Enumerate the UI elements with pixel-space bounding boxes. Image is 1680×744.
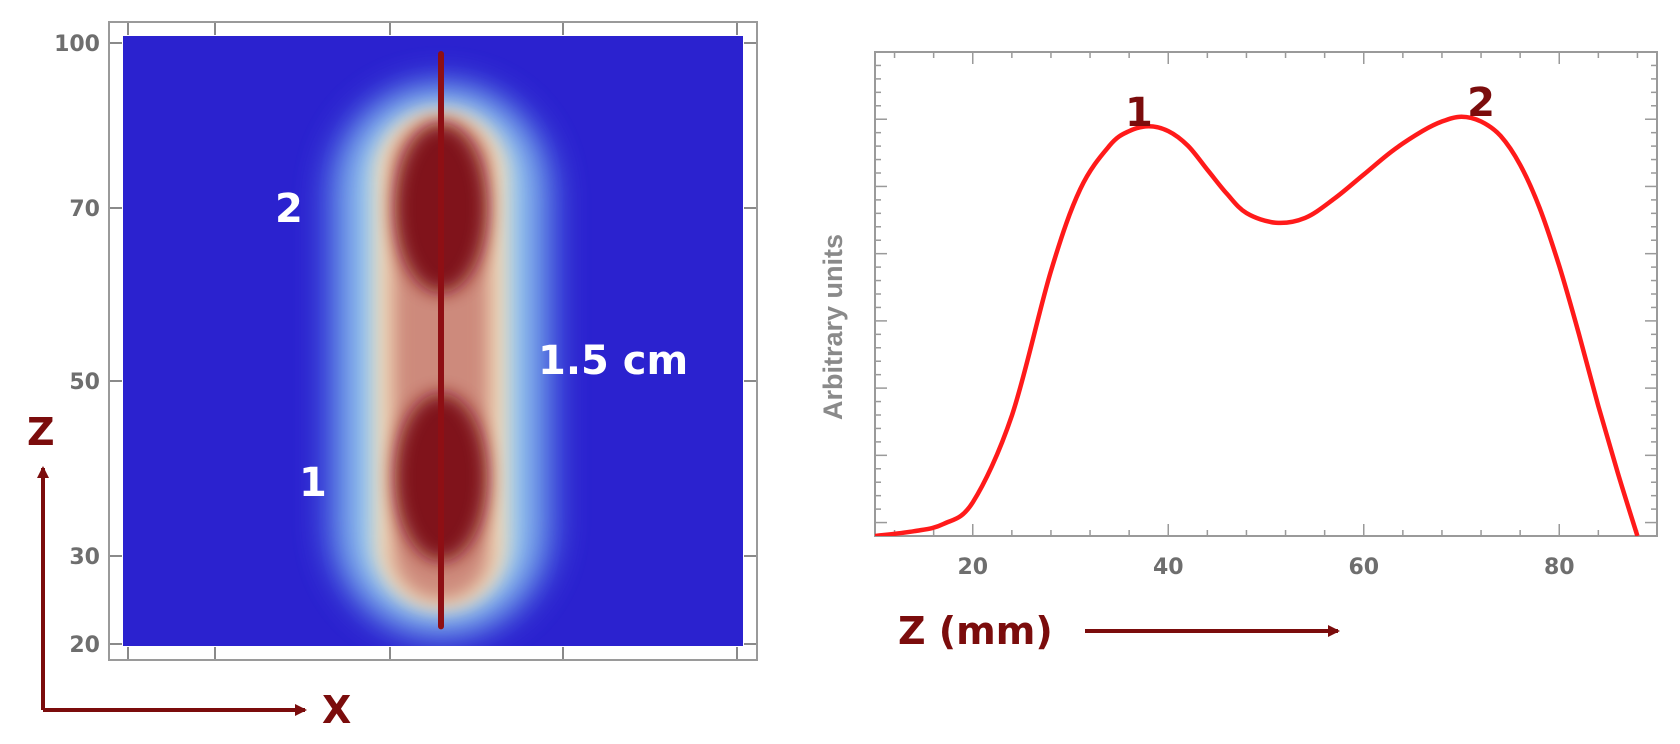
x-axis-label-zmm: Z (mm) bbox=[898, 609, 1053, 653]
peak-label-1: 1 bbox=[1125, 90, 1153, 136]
heatmap-y-tick-label: 30 bbox=[69, 545, 100, 570]
y-axis-label: Arbitrary units bbox=[818, 234, 848, 420]
heatmap-y-tick-label: 50 bbox=[69, 370, 100, 395]
heatmap-y-tick-label: 20 bbox=[69, 633, 100, 658]
heatmap-annotation: 1 bbox=[299, 460, 327, 506]
heatmap-y-tick-label: 70 bbox=[69, 197, 100, 222]
line-x-tick-label: 40 bbox=[1153, 555, 1184, 580]
heatmap-y-tick-label: 100 bbox=[54, 32, 100, 57]
line-chart-minor-ticks bbox=[875, 52, 1657, 536]
line-x-tick-label: 80 bbox=[1544, 555, 1575, 580]
line-chart-x-axis: 20 40 60 80 bbox=[957, 555, 1574, 580]
x-axis-label: X bbox=[322, 688, 351, 732]
heatmap-x-axis bbox=[127, 23, 738, 659]
line-x-tick-label: 20 bbox=[957, 555, 988, 580]
line-chart-frame bbox=[874, 51, 1658, 537]
heatmap-y-axis: 100 70 50 30 20 bbox=[54, 32, 756, 658]
axis-arrows: Z X bbox=[27, 410, 351, 732]
heatmap-annotation: 2 bbox=[275, 186, 303, 232]
line-x-tick-label: 60 bbox=[1348, 555, 1379, 580]
heatmap-annotation: 1.5 cm bbox=[538, 338, 688, 384]
z-axis-label: Z bbox=[27, 410, 55, 454]
heatmap-panel: 100 70 50 30 20 2 1 1.5 cm bbox=[54, 21, 758, 661]
peak-label-2: 2 bbox=[1467, 80, 1495, 126]
series-line-profile bbox=[875, 114, 1640, 536]
heatmap-annotations: 2 1 1.5 cm bbox=[275, 186, 688, 506]
